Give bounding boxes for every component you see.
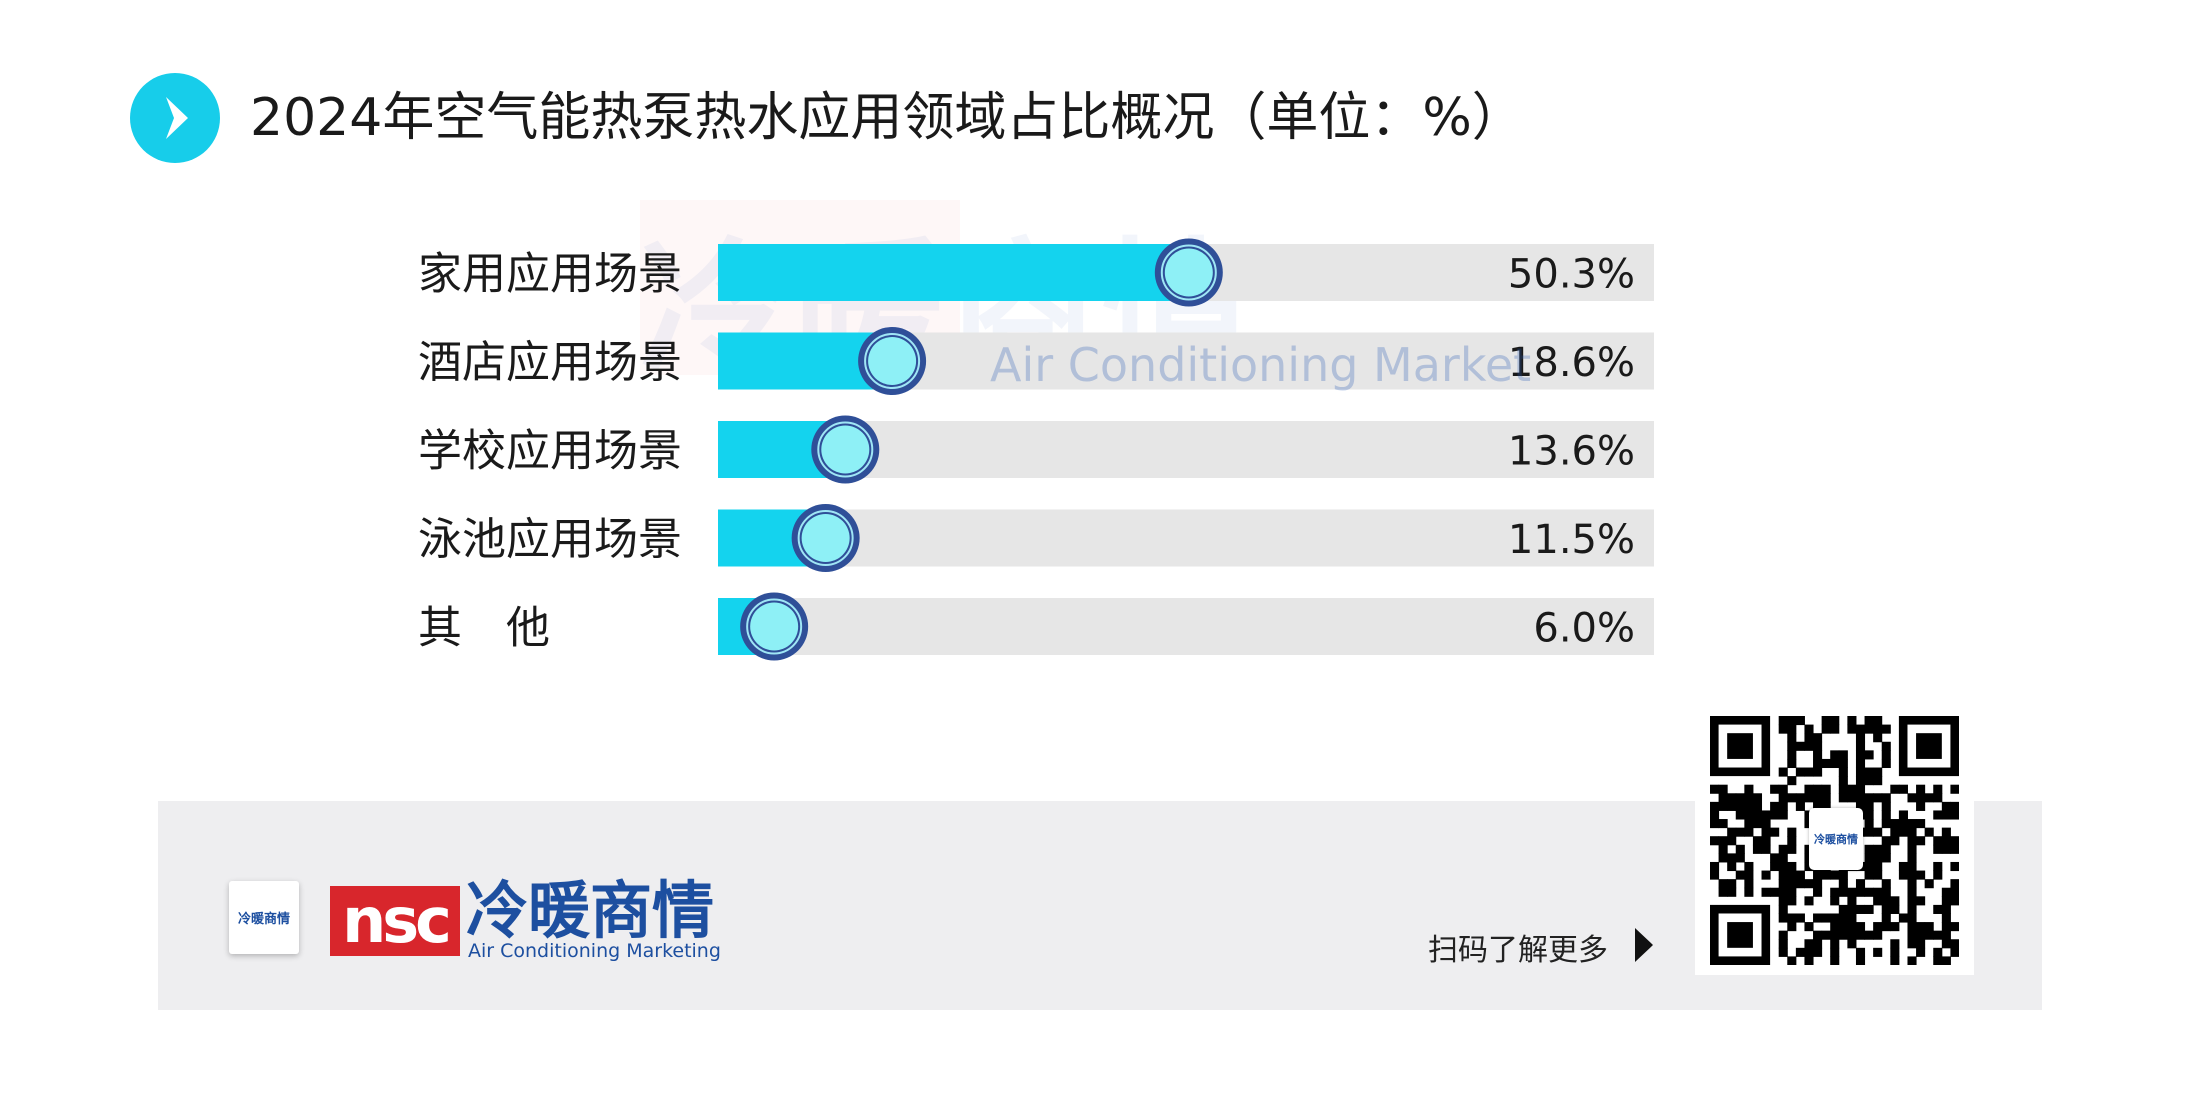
bar-chart: 家用应用场景 50.3% 酒店应用场景 18.6% 学校应用场景 13.6% 泳池应用场景 1… [418,238,1654,661]
category-label: 其 他 [418,603,550,654]
bar-marker-ring [797,510,854,566]
value-label: 6.0% [1533,606,1635,652]
bar-marker-ring [1160,244,1217,301]
bar-marker-inner [1164,248,1213,297]
chart-title: 2024年空气能热泵热水应用领域占比概况（单位：%） [250,88,1524,148]
bar-marker-ring [864,333,921,389]
bar-track [718,509,1654,567]
brand-english: Air Conditioning Marketing [468,940,721,962]
bar-marker-inner [750,602,799,651]
bar-marker-ring [817,421,874,478]
chevron-right-icon [130,73,220,163]
brand-name: 冷暖商情 [466,874,715,947]
qr-code[interactable]: 冷暖商情 [1695,708,1974,975]
arrow-right-icon [1635,928,1653,962]
scan-text: 扫码了解更多 [1428,933,1608,968]
bar-marker-inner [821,425,870,474]
value-label: 18.6% [1508,340,1635,386]
value-label: 11.5% [1508,517,1635,563]
bar-marker-inner [868,337,917,385]
nsc-logo: nsc [330,886,460,956]
category-label: 泳池应用场景 [418,514,682,565]
qr-logo: 冷暖商情 [1809,808,1863,870]
bar [718,244,1189,301]
value-label: 50.3% [1508,252,1635,298]
bar-track [718,598,1654,655]
category-label: 学校应用场景 [418,426,682,477]
bar-marker-inner [801,514,850,562]
bar-marker-ring [746,598,803,655]
category-label: 家用应用场景 [418,249,682,300]
category-label: 酒店应用场景 [418,337,682,388]
small-logo: 冷暖商情 [229,881,299,954]
value-label: 13.6% [1508,429,1635,475]
